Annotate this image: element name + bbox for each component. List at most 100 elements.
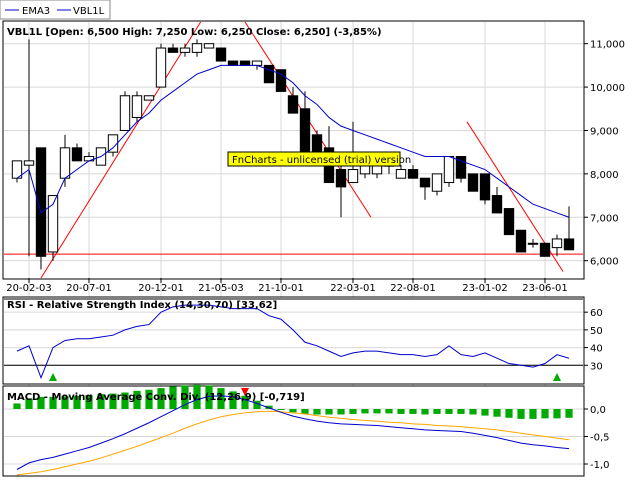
buy-arrow bbox=[553, 373, 561, 381]
macd-line bbox=[16, 395, 570, 470]
histogram-bar bbox=[109, 393, 117, 409]
candle-body bbox=[239, 60, 251, 66]
rsi-signal-arrows bbox=[49, 373, 561, 381]
rsi-panel-frame bbox=[2, 296, 585, 385]
y-tick-label: -0,5 bbox=[590, 433, 610, 444]
x-tick-label: 20-07-01 bbox=[66, 283, 111, 294]
candle-body bbox=[227, 60, 239, 66]
watermark-text: FnCharts - unlicensed (trial) version bbox=[232, 155, 411, 166]
histogram-bar bbox=[469, 409, 477, 415]
candle-body bbox=[143, 95, 155, 101]
candle-body bbox=[539, 242, 551, 257]
candle-body bbox=[263, 64, 275, 84]
rsi-title: RSI - Relative Strength Index (14,30,70)… bbox=[7, 300, 277, 311]
macd-signal-arrows bbox=[241, 388, 249, 396]
y-tick-label: 60 bbox=[590, 308, 603, 319]
candle-body bbox=[215, 47, 227, 62]
candle-body bbox=[119, 95, 131, 131]
buy-arrow bbox=[49, 373, 57, 381]
candle-body bbox=[251, 60, 263, 66]
histogram-bar bbox=[241, 395, 249, 409]
candle-body bbox=[479, 173, 491, 201]
candle-body bbox=[83, 156, 95, 162]
histogram-bar bbox=[409, 409, 417, 414]
watermark: FnCharts - unlicensed (trial) version bbox=[227, 151, 411, 167]
y-tick-label: -1,0 bbox=[590, 460, 610, 471]
histogram-bar bbox=[421, 409, 429, 415]
watermark-box bbox=[227, 151, 401, 167]
histogram-bar bbox=[385, 409, 393, 414]
legend-vbl-label: VBL1L bbox=[73, 6, 105, 17]
histogram-bar bbox=[181, 385, 189, 409]
candle-body bbox=[59, 147, 71, 179]
candle-body bbox=[407, 169, 419, 179]
candle-body bbox=[191, 43, 203, 53]
histogram-bar bbox=[481, 409, 489, 416]
legend: EMA3 VBL1L bbox=[0, 0, 111, 20]
y-tick-label: 6,000 bbox=[590, 257, 619, 268]
histogram-bar bbox=[553, 409, 561, 419]
candle-body bbox=[47, 195, 59, 253]
candle-body bbox=[395, 169, 407, 179]
candle-body bbox=[503, 208, 515, 236]
histogram-bar bbox=[433, 409, 441, 414]
candle-body bbox=[155, 47, 167, 88]
candle-body bbox=[23, 160, 35, 166]
macd-histogram bbox=[13, 384, 573, 419]
candle-body bbox=[131, 95, 143, 118]
rsi-line bbox=[16, 304, 570, 380]
price-y-axis: 11,000 10,000 9,000 8,000 7,000 6,000 bbox=[584, 40, 625, 268]
candle-body bbox=[179, 47, 191, 53]
candle-body bbox=[491, 195, 503, 214]
legend-ema-label: EMA3 bbox=[22, 6, 50, 17]
histogram-bar bbox=[13, 403, 21, 409]
candle-body bbox=[167, 47, 179, 53]
rsi-y-axis: 60 50 40 30 bbox=[584, 308, 603, 372]
candle-body bbox=[335, 169, 347, 188]
x-tick-label: 22-08-01 bbox=[390, 283, 435, 294]
histogram-bar bbox=[265, 405, 273, 409]
candle-body bbox=[299, 108, 311, 158]
macd-signal-line bbox=[16, 410, 570, 476]
histogram-bar bbox=[289, 409, 297, 413]
candle-body bbox=[443, 156, 455, 184]
x-tick-label: 21-10-01 bbox=[258, 283, 303, 294]
histogram-bar bbox=[49, 396, 57, 409]
y-tick-label: 9,000 bbox=[590, 126, 619, 137]
histogram-bar bbox=[193, 384, 201, 409]
histogram-bar bbox=[541, 409, 549, 419]
candle-body bbox=[203, 43, 215, 49]
histogram-bar bbox=[565, 409, 573, 418]
candle-body bbox=[347, 169, 359, 184]
ema-line bbox=[16, 64, 570, 218]
histogram-bar bbox=[301, 409, 309, 414]
y-tick-label: 30 bbox=[590, 361, 603, 372]
sell-arrow bbox=[241, 388, 249, 396]
y-tick-label: 0,0 bbox=[590, 405, 606, 416]
rsi-levels bbox=[4, 298, 583, 366]
histogram-bar bbox=[373, 409, 381, 414]
legend-box bbox=[0, 0, 111, 20]
x-tick-label: 20-12-01 bbox=[138, 283, 183, 294]
candle-body bbox=[431, 173, 443, 192]
y-tick-label: 11,000 bbox=[590, 40, 625, 51]
x-tick-label: 20-02-03 bbox=[6, 283, 51, 294]
histogram-bar bbox=[169, 386, 177, 409]
histogram-bar bbox=[457, 409, 465, 414]
histogram-bar bbox=[97, 394, 105, 409]
histogram-bar bbox=[517, 409, 525, 419]
candle-body bbox=[35, 147, 47, 257]
histogram-bar bbox=[121, 392, 129, 409]
macd-panel: MACD - Moving Average Conv. Div. (12,26,… bbox=[2, 384, 610, 477]
histogram-bar bbox=[145, 389, 153, 409]
histogram-bar bbox=[349, 409, 357, 414]
rsi-panel: RSI - Relative Strength Index (14,30,70)… bbox=[2, 296, 603, 385]
histogram-bar bbox=[229, 391, 237, 409]
histogram-bar bbox=[205, 385, 213, 409]
candle-body bbox=[71, 147, 83, 162]
price-panel-frame bbox=[2, 20, 585, 280]
histogram-bar bbox=[325, 409, 333, 415]
price-x-axis: 20-02-03 20-07-01 20-12-01 21-05-03 21-10-01… bbox=[6, 278, 568, 294]
candle-body bbox=[107, 134, 119, 153]
